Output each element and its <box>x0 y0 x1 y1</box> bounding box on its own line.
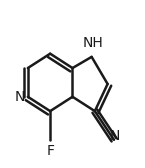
Text: F: F <box>46 144 54 158</box>
Text: N: N <box>110 129 120 143</box>
Text: NH: NH <box>83 36 104 50</box>
Text: N: N <box>15 90 25 104</box>
